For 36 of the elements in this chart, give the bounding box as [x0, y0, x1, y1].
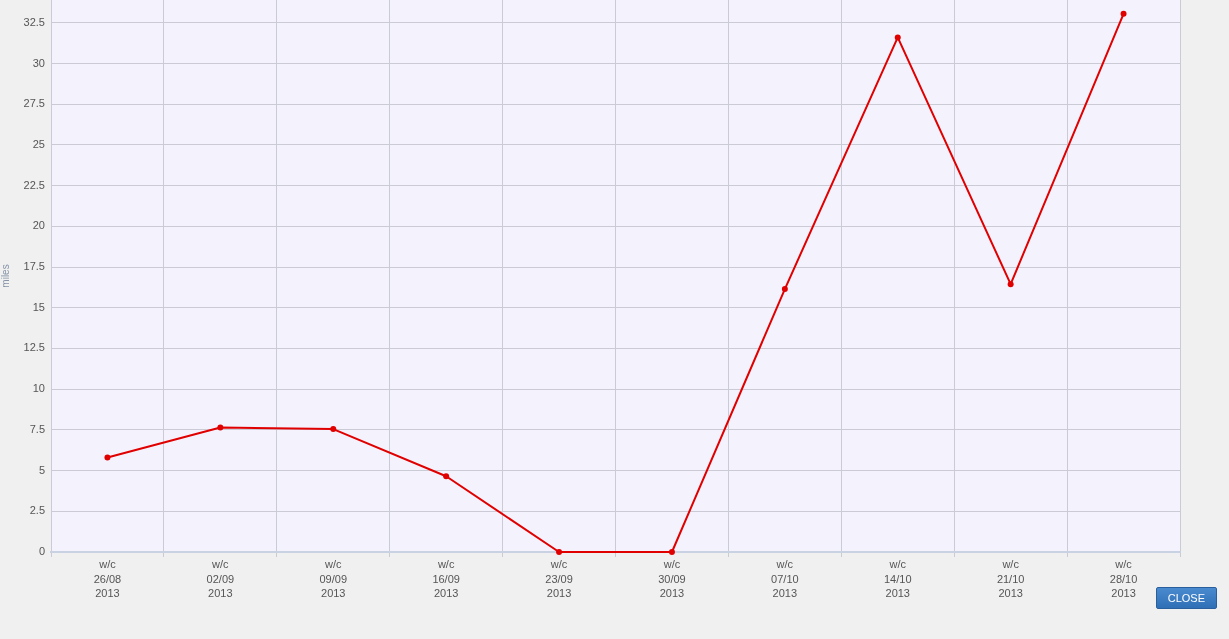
point [781, 286, 788, 293]
point [104, 454, 111, 461]
x-tick-label: w/c 14/10 2013 [883, 558, 912, 600]
y-tick-label: 17.5 [23, 260, 45, 273]
y-tick-label: 15 [32, 300, 45, 313]
y-tick-label: 5 [38, 463, 45, 476]
y-tick-label: 10 [32, 382, 45, 395]
point [668, 549, 675, 555]
y-tick-label: 20 [32, 219, 45, 232]
point [1007, 281, 1014, 288]
x-tick-label: w/c 07/10 2013 [771, 558, 799, 600]
point [1120, 10, 1127, 17]
x-tick-label: w/c 21/10 2013 [996, 558, 1025, 600]
point [556, 549, 563, 555]
y-tick-label: 22.5 [23, 178, 45, 191]
x-tick-label: w/c 02/09 2013 [206, 558, 235, 600]
y-tick-label: 27.5 [23, 97, 45, 110]
close-button[interactable]: CLOSE [1155, 587, 1217, 609]
point [894, 34, 901, 41]
y-tick-label: 32.5 [23, 15, 45, 28]
x-tick-label: w/c 09/09 2013 [319, 558, 348, 600]
y-tick-label: 7.5 [29, 422, 45, 435]
x-tick-label: w/c 30/09 2013 [658, 558, 686, 600]
point [443, 473, 450, 480]
point [217, 424, 224, 431]
x-tick-label: w/c 23/09 2013 [545, 558, 573, 600]
y-axis-title: miles [0, 264, 11, 288]
y-tick-label: 30 [32, 56, 45, 69]
y-tick-label: 2.5 [29, 504, 45, 517]
point [330, 426, 337, 433]
x-tick-label: w/c 16/09 2013 [432, 558, 460, 600]
y-tick-label: 12.5 [23, 341, 45, 354]
x-tick-label: w/c 28/10 2013 [1109, 558, 1138, 600]
y-tick-label: 25 [32, 137, 45, 150]
y-tick-label: 0 [38, 545, 45, 558]
x-tick-label: w/c 26/08 2013 [93, 558, 122, 600]
